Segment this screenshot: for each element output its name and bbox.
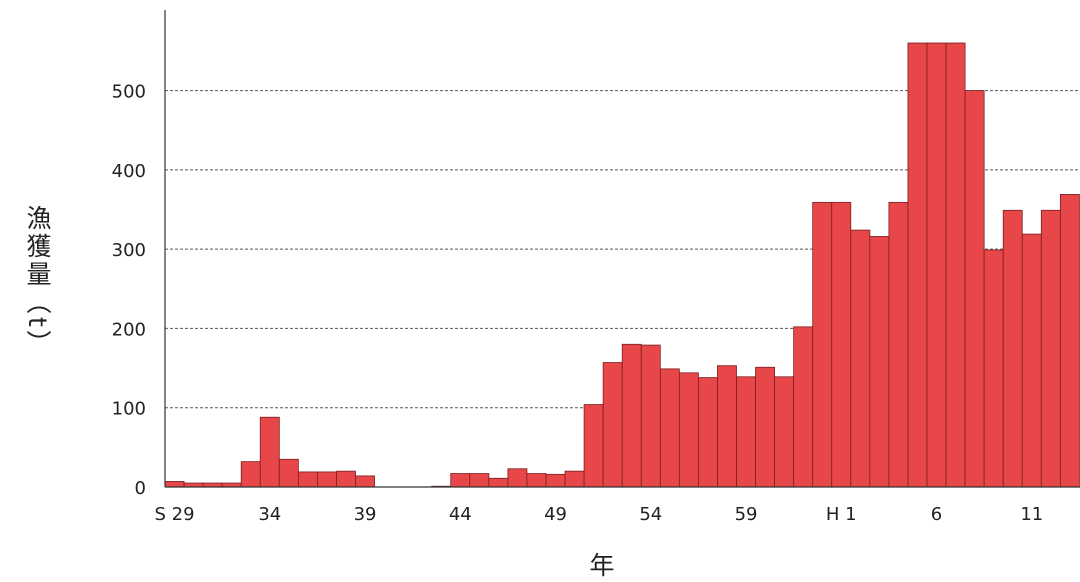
bar [850, 229, 871, 488]
bar [1021, 233, 1042, 488]
bar [336, 470, 356, 488]
x-tick-label: 54 [639, 504, 662, 525]
bar [755, 366, 775, 488]
y-tick-label: 400 [112, 161, 146, 182]
bar [355, 475, 375, 488]
y-tick-label: 500 [112, 82, 146, 103]
x-tick-label: H 1 [826, 504, 857, 525]
bar [926, 42, 947, 488]
bar [1002, 209, 1023, 488]
tick-labels: 0 100 200 300 400 500 S 29 34 39 44 49 54 59 H 1 6 11 [112, 82, 1044, 525]
y-tick-label: 300 [112, 240, 146, 261]
x-tick-label: 6 [931, 504, 942, 525]
bar [678, 372, 699, 488]
x-tick-label: 49 [544, 504, 567, 525]
x-tick-label: S 29 [154, 504, 194, 525]
bar [717, 365, 737, 488]
bar [316, 471, 337, 488]
bar [640, 344, 661, 488]
bar [545, 473, 566, 488]
y-tick-label: 0 [135, 478, 146, 499]
bar [888, 201, 909, 488]
bar [831, 201, 852, 488]
x-tick-label: 39 [354, 504, 377, 525]
bar [907, 42, 928, 488]
bar [1059, 194, 1080, 488]
axes [164, 10, 1080, 488]
bar [164, 481, 185, 488]
bar [812, 201, 833, 488]
y-tick-label: 200 [112, 319, 146, 340]
bar [507, 468, 528, 488]
x-axis-title: 年 [589, 551, 615, 580]
bar [259, 416, 280, 488]
bar [488, 477, 509, 488]
bar [945, 42, 966, 488]
bar [583, 404, 604, 488]
y-tick-label: 100 [112, 399, 146, 420]
bar [869, 236, 890, 488]
x-tick-label: 44 [449, 504, 472, 525]
bar [983, 249, 1004, 488]
bar [469, 473, 490, 488]
bar [526, 473, 547, 488]
bar [240, 461, 261, 488]
bar [659, 368, 680, 488]
x-tick-label: 34 [258, 504, 281, 525]
bar [774, 376, 795, 488]
bars [164, 42, 1080, 488]
bar [964, 90, 985, 488]
y-axis-title: 漁獲量（t） [23, 205, 52, 358]
bar [450, 473, 471, 488]
bar [736, 376, 756, 488]
bar [602, 362, 623, 488]
x-tick-label: 11 [1020, 504, 1043, 525]
bar [793, 326, 814, 488]
x-tick-label: 59 [735, 504, 758, 525]
bar [621, 343, 642, 488]
bar [698, 377, 718, 488]
bar [564, 470, 585, 488]
bar [278, 458, 299, 488]
bar [297, 471, 318, 488]
bar [1040, 209, 1061, 488]
